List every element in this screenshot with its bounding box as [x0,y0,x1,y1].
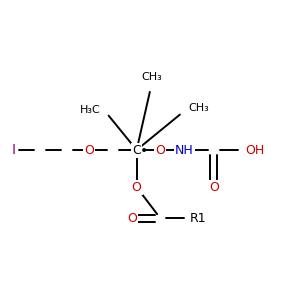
Text: O: O [127,212,137,225]
Text: O: O [132,181,142,194]
Text: CH₃: CH₃ [189,103,209,113]
Text: •: • [140,145,148,158]
Text: C: C [132,143,141,157]
Text: CH₃: CH₃ [141,72,162,82]
Text: NH: NH [175,143,194,157]
Text: O: O [209,181,219,194]
Text: I: I [11,143,15,157]
Text: O: O [84,143,94,157]
Text: R1: R1 [190,212,207,225]
Text: OH: OH [245,143,264,157]
Text: O: O [155,143,165,157]
Text: H₃C: H₃C [80,105,101,115]
